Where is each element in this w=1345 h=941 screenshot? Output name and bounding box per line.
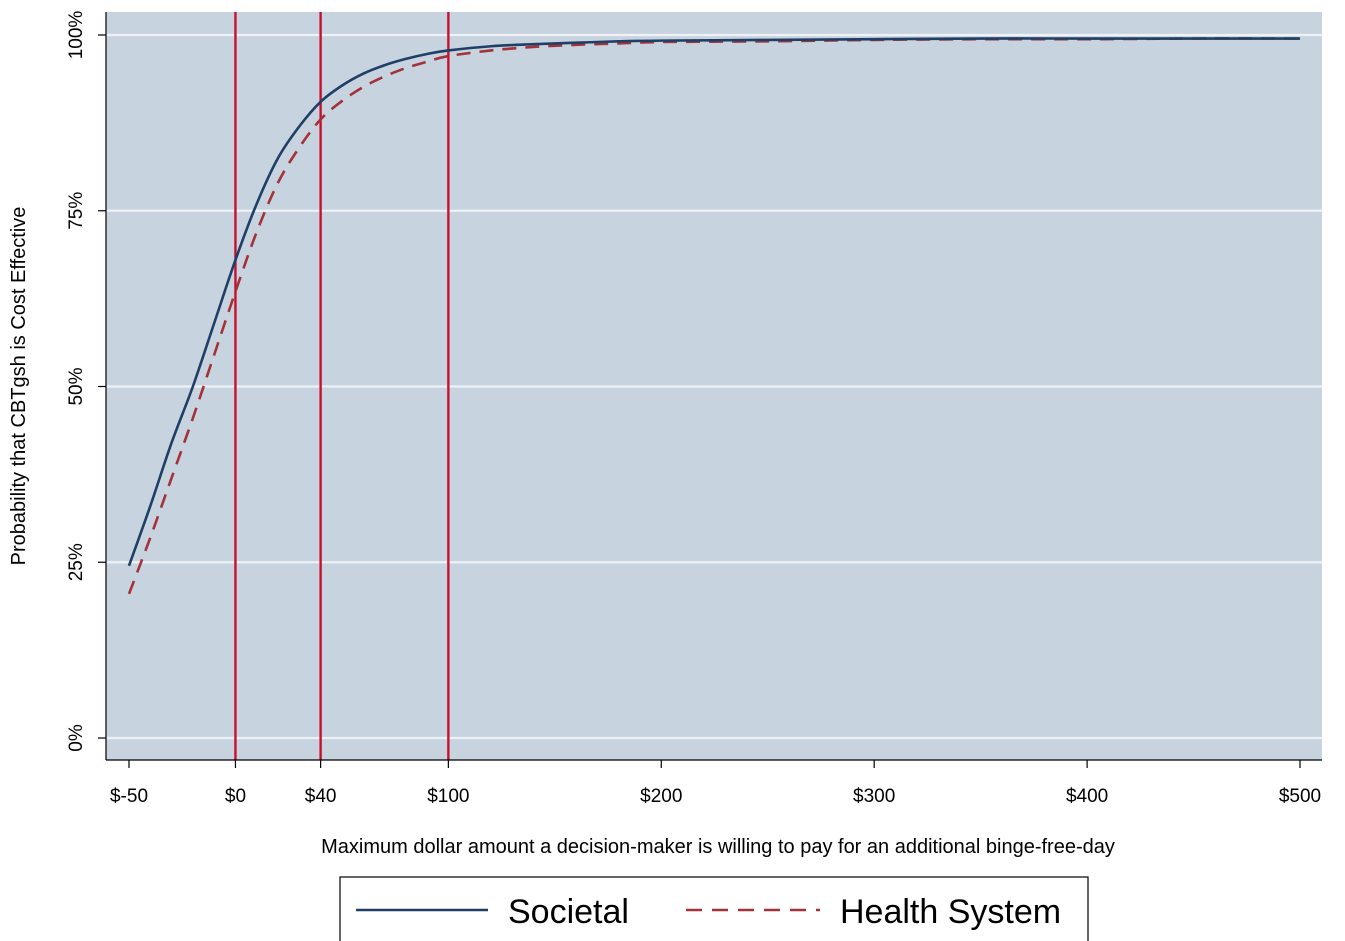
series-line-health-system xyxy=(127,37,1301,595)
x-tick-label: $0 xyxy=(225,786,246,807)
y-axis-ticks: 0% 25% 50% 75% 100% xyxy=(66,11,106,752)
y-tick-label: 25% xyxy=(66,543,87,581)
x-axis-ticks: $-50 $0 $40 $100 $200 $300 $400 $500 xyxy=(110,760,1321,807)
x-tick-label: $400 xyxy=(1066,786,1108,807)
x-tick-label: $200 xyxy=(640,786,682,807)
series-lines xyxy=(127,37,1301,595)
x-tick-label: $-50 xyxy=(110,786,148,807)
series-line-societal xyxy=(127,37,1300,567)
x-tick-label: $300 xyxy=(853,786,895,807)
y-axis-title: Probability that CBTgsh is Cost Effectiv… xyxy=(8,207,30,566)
y-tick-label: 100% xyxy=(66,11,87,60)
reference-lines xyxy=(234,12,450,760)
y-tick-label: 0% xyxy=(66,724,87,752)
x-tick-label: $100 xyxy=(427,786,469,807)
legend: Societal Health System xyxy=(339,876,1089,941)
x-tick-label: $500 xyxy=(1279,786,1321,807)
y-tick-label: 75% xyxy=(66,192,87,230)
legend-label-health-system: Health System xyxy=(840,893,1061,931)
x-tick-label: $40 xyxy=(305,786,337,807)
x-axis-title: Maximum dollar amount a decision-maker i… xyxy=(321,836,1115,858)
legend-label-societal: Societal xyxy=(508,893,629,931)
y-tick-label: 50% xyxy=(66,367,87,405)
gridlines xyxy=(106,33,1322,740)
